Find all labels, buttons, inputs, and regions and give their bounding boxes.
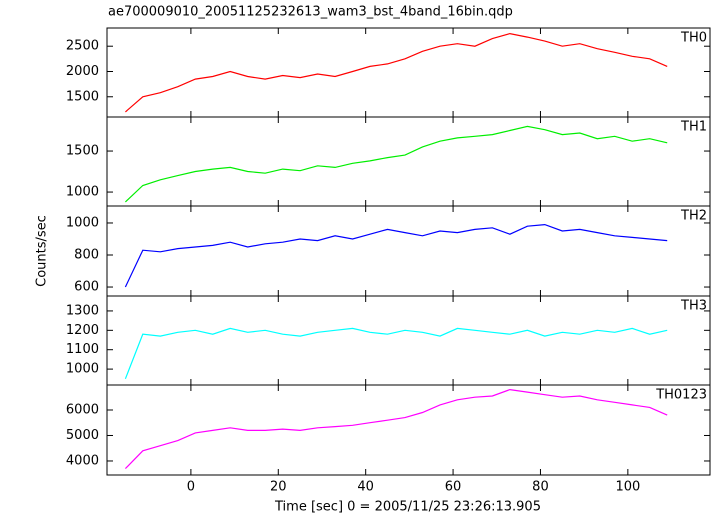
y-tick-label: 2000 [66, 64, 99, 79]
x-tick-label: 100 [615, 480, 640, 495]
x-tick-label: 60 [445, 480, 462, 495]
x-axis-label: Time [sec] 0 = 2005/11/25 23:26:13.905 [274, 500, 541, 515]
y-tick-label: 1000 [66, 215, 99, 230]
y-tick-label: 800 [74, 248, 99, 263]
data-line [124, 327, 668, 380]
series-label: TH2 [680, 209, 707, 224]
data-line [124, 223, 668, 288]
y-tick-label: 1100 [66, 342, 99, 357]
y-tick-label: 600 [74, 280, 99, 295]
y-tick-label: 2500 [66, 39, 99, 54]
x-tick-label: 80 [532, 480, 549, 495]
chart-title: ae700009010_20051125232613_wam3_bst_4ban… [108, 5, 513, 20]
panel-frame [106, 384, 711, 476]
y-axis-label: Counts/sec [35, 215, 50, 287]
data-line [124, 388, 668, 470]
y-tick-label: 4000 [66, 453, 99, 468]
data-line [125, 32, 668, 113]
y-tick-label: 1000 [66, 185, 99, 200]
y-tick-label: 1000 [66, 362, 99, 377]
panel-frame [106, 27, 711, 118]
y-tick-label: 5000 [66, 428, 99, 443]
panel-frame [106, 205, 711, 297]
series-label: TH0123 [655, 388, 707, 403]
y-tick-label: 1200 [66, 323, 99, 338]
y-tick-label: 6000 [66, 402, 99, 417]
panel-frame [106, 295, 711, 386]
x-tick-label: 0 [187, 480, 195, 495]
y-tick-label: 1500 [66, 89, 99, 104]
x-tick-label: 40 [357, 480, 374, 495]
series-label: TH0 [680, 31, 707, 46]
series-label: TH3 [680, 299, 707, 314]
series-label: TH1 [680, 120, 707, 135]
data-line [124, 125, 668, 203]
y-tick-label: 1500 [66, 144, 99, 159]
panel-frame [106, 116, 711, 207]
y-tick-label: 1300 [66, 303, 99, 318]
x-tick-label: 20 [270, 480, 287, 495]
